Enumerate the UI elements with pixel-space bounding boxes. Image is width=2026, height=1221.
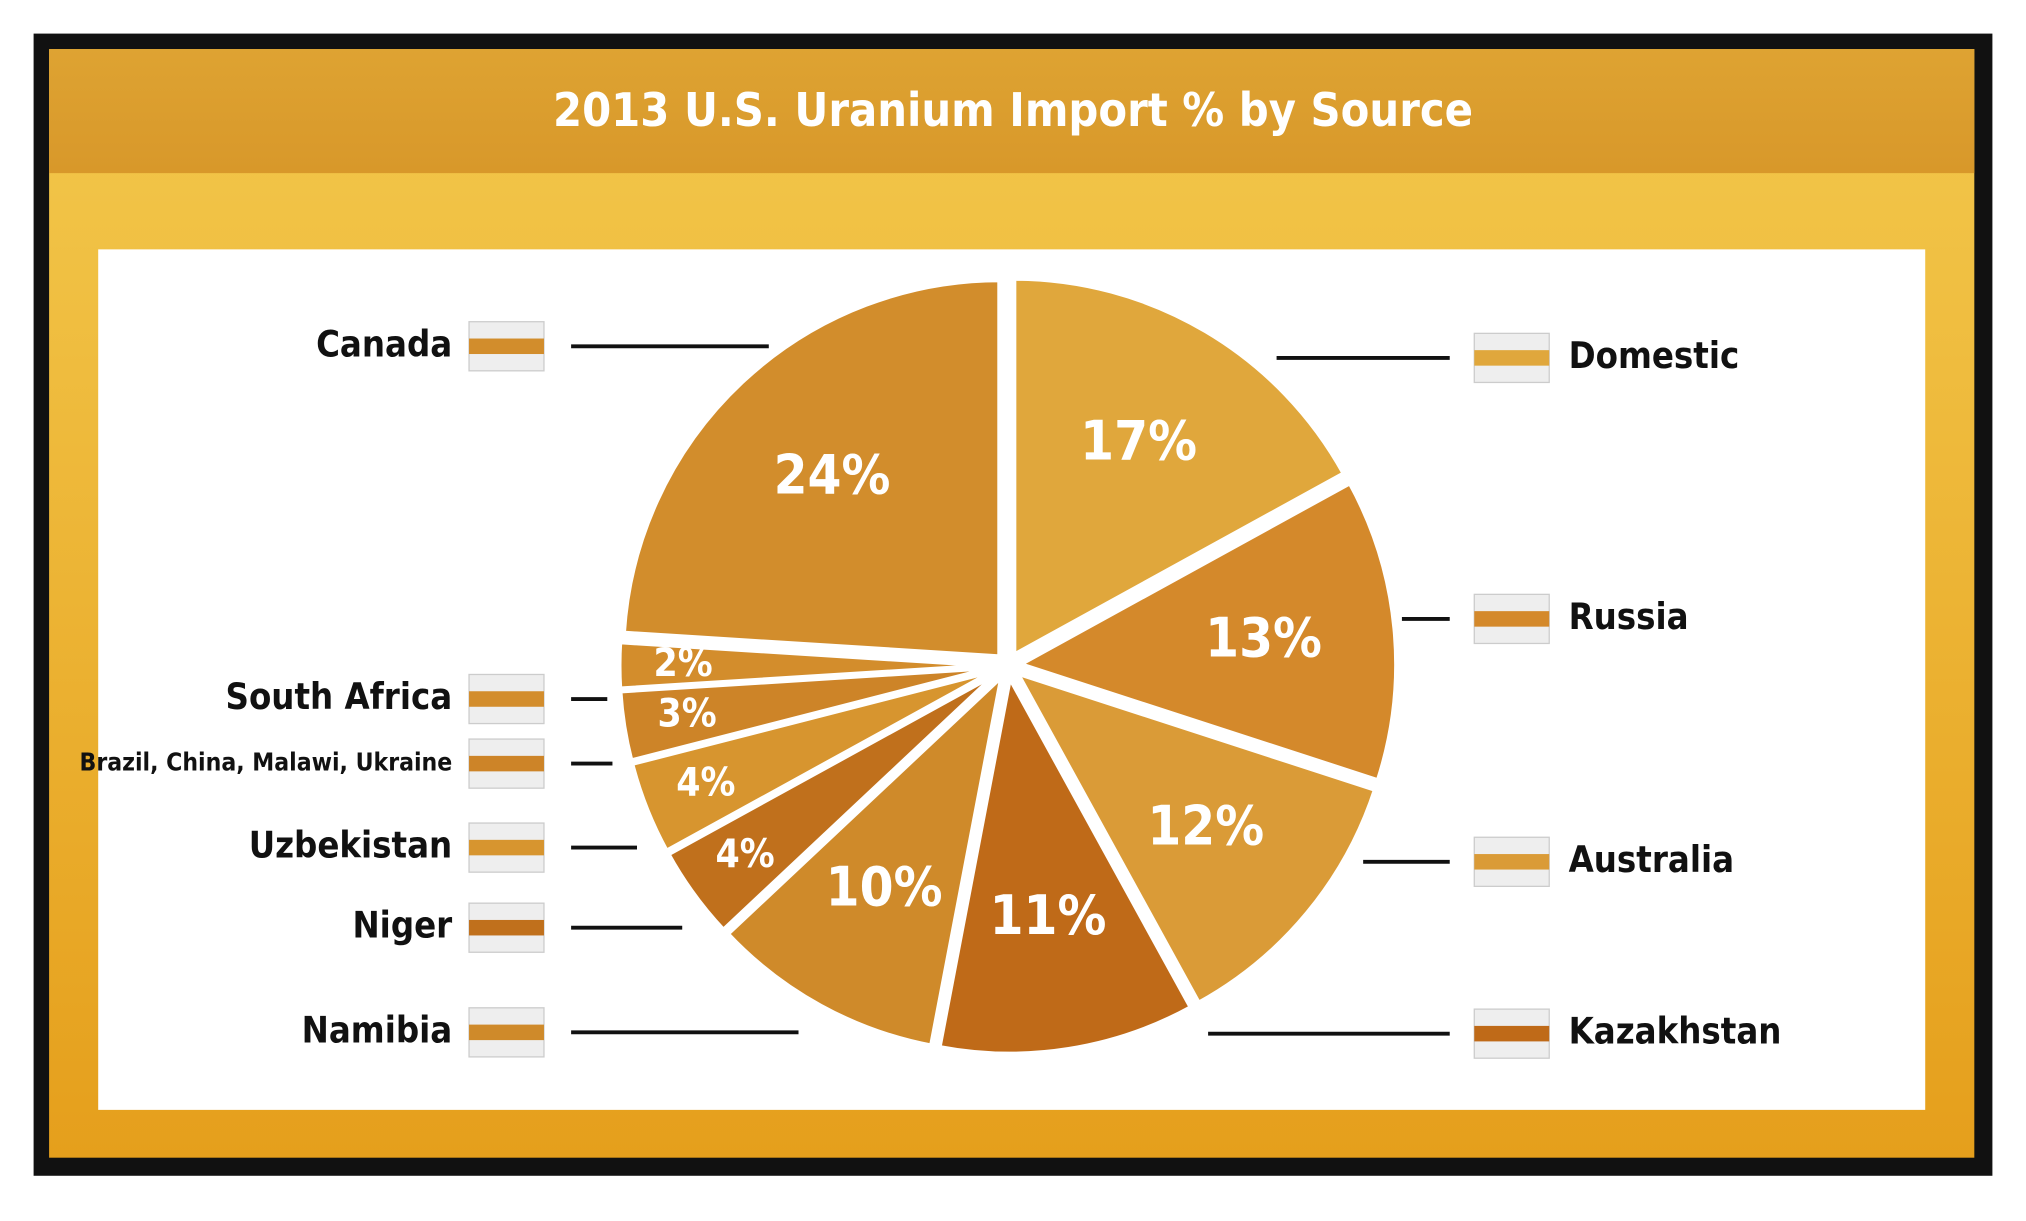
value-label: 12% (1147, 794, 1264, 857)
pie-slice (723, 668, 1007, 1050)
legend-label: Uzbekistan (249, 824, 453, 867)
legend-label: Russia (1569, 595, 1689, 638)
value-label: 17% (1080, 409, 1197, 472)
legend-label: Australia (1569, 838, 1734, 881)
flag-band (1474, 350, 1550, 366)
value-label: 13% (1205, 606, 1322, 669)
flag-band (469, 919, 544, 936)
legend-label: Canada (316, 322, 452, 365)
legend-label: Namibia (302, 1008, 453, 1051)
value-label: 11% (990, 884, 1107, 947)
flag-band (469, 691, 544, 707)
flag-band (469, 755, 544, 772)
pie-slice (1011, 275, 1348, 660)
flag-band (1474, 854, 1550, 870)
flag-band (1474, 1025, 1550, 1042)
pie-slice (664, 669, 1001, 935)
value-label: 3% (657, 692, 716, 737)
value-label: 4% (676, 760, 735, 805)
chart-title: 2013 U.S. Uranium Import % by Source (553, 83, 1473, 137)
legend-label: Brazil, China, Malawi, Ukraine (80, 748, 453, 777)
legend-label: Niger (352, 904, 452, 947)
legend-label: South Africa (226, 675, 453, 718)
pie-slice (620, 277, 1003, 660)
pie-slice (1012, 479, 1400, 785)
value-label: 24% (774, 443, 891, 506)
value-label: 4% (715, 832, 774, 877)
legend-label: Kazakhstan (1569, 1010, 1782, 1053)
legend-label: Domestic (1569, 334, 1740, 377)
flag-band (469, 1024, 544, 1041)
header (49, 49, 1975, 174)
flag-band (469, 839, 544, 856)
value-label: 2% (653, 641, 712, 686)
pie-slice (616, 638, 997, 692)
flag-band (1474, 611, 1550, 627)
pie-slice (628, 667, 999, 855)
value-label: 10% (826, 856, 943, 919)
pie-slice (935, 669, 1195, 1057)
pie-slice (1011, 668, 1379, 1007)
flag-band (469, 338, 544, 355)
